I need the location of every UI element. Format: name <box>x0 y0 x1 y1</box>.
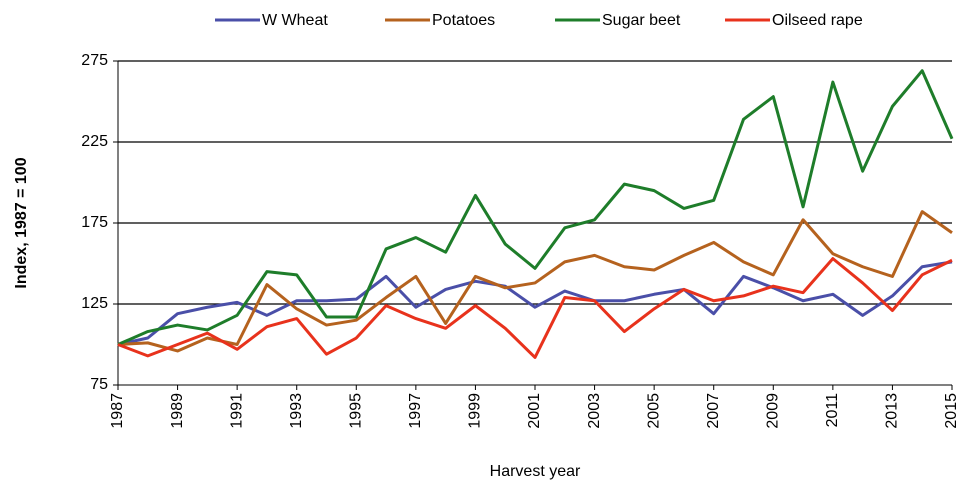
x-tick-label: 2001 <box>526 393 543 429</box>
x-tick-label: 2013 <box>884 393 901 429</box>
x-tick-label: 2011 <box>824 393 841 428</box>
x-tick-label: 1991 <box>228 393 245 429</box>
x-tick-label: 2005 <box>645 393 662 429</box>
y-tick-label: 175 <box>81 214 108 231</box>
legend-label: Potatoes <box>432 12 495 29</box>
y-tick-label: 225 <box>81 133 108 150</box>
x-tick-label: 1995 <box>348 393 365 429</box>
legend-label: W Wheat <box>262 12 328 29</box>
x-tick-label: 2003 <box>586 393 603 429</box>
x-tick-label: 2007 <box>705 393 722 429</box>
x-tick-label: 2015 <box>943 393 960 429</box>
y-tick-label: 125 <box>81 295 108 312</box>
x-tick-label: 1997 <box>407 393 424 429</box>
legend-label: Sugar beet <box>602 12 681 29</box>
x-tick-label: 1989 <box>169 393 186 429</box>
series-line <box>117 210 953 353</box>
x-tick-label: 1987 <box>109 393 126 429</box>
x-tick-label: 2009 <box>765 393 782 429</box>
x-tick-label: 1999 <box>467 393 484 429</box>
y-axis-title: Index, 1987 = 100 <box>13 157 30 288</box>
series-line <box>117 260 953 346</box>
x-tick-label: 1993 <box>288 393 305 429</box>
y-tick-label: 75 <box>90 376 108 393</box>
series-line <box>117 257 953 359</box>
x-axis-title: Harvest year <box>490 463 581 480</box>
legend-label: Oilseed rape <box>772 12 863 29</box>
series-line <box>117 69 954 346</box>
y-tick-label: 275 <box>81 52 108 69</box>
